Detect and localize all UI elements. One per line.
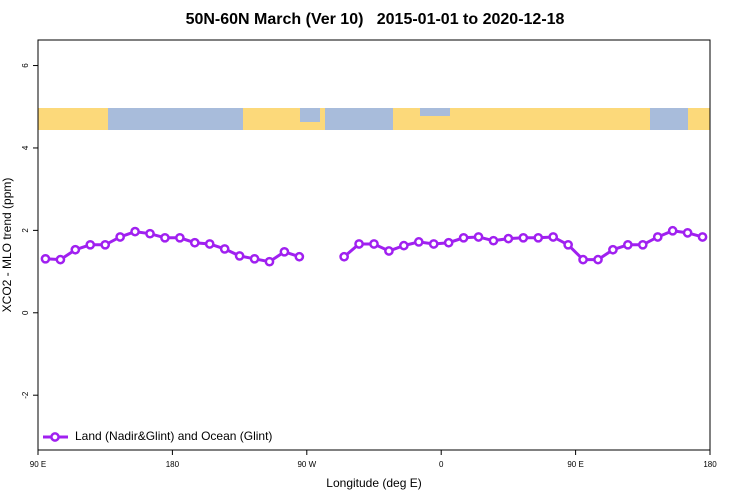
point <box>563 239 573 250</box>
ocean <box>420 108 450 116</box>
x-tick-label: 0 <box>439 460 444 469</box>
point <box>55 254 66 265</box>
y-tick-label: 4 <box>21 145 30 150</box>
point <box>219 244 230 254</box>
point <box>339 251 349 262</box>
point <box>279 246 290 257</box>
y-tick-label: 2 <box>21 228 30 233</box>
point <box>533 232 544 243</box>
point <box>608 244 618 255</box>
point <box>175 232 185 243</box>
point <box>249 253 260 264</box>
point <box>369 239 379 249</box>
point <box>189 237 200 248</box>
point <box>100 239 111 250</box>
legend-label: Land (Nadir&Glint) and Ocean (Glint) <box>75 429 272 443</box>
point <box>518 232 529 243</box>
y-tick-label: 0 <box>21 310 30 315</box>
point <box>399 240 409 251</box>
point <box>264 256 275 267</box>
point <box>354 239 364 249</box>
y-tick-label: -2 <box>21 391 30 399</box>
point <box>40 253 51 264</box>
point <box>458 232 469 243</box>
point <box>85 239 96 250</box>
point <box>682 227 693 238</box>
point <box>637 239 648 250</box>
plot-frame <box>37 39 711 451</box>
point <box>473 232 484 242</box>
point <box>294 251 305 262</box>
x-tick-label: 90 E <box>567 460 583 469</box>
x-tick-label: 90 W <box>297 460 316 469</box>
ocean <box>325 108 393 130</box>
point <box>697 232 708 242</box>
point <box>145 228 155 239</box>
y-axis-label: XCO2 - MLO trend (ppm) <box>0 178 14 313</box>
point <box>593 254 603 265</box>
point <box>548 232 559 242</box>
ocean <box>300 108 320 122</box>
legend-marker <box>50 432 60 442</box>
point <box>384 246 394 256</box>
point <box>623 239 633 250</box>
point <box>115 232 125 242</box>
x-tick-label: 180 <box>703 460 717 469</box>
point <box>578 254 588 265</box>
point <box>667 225 678 236</box>
point <box>428 239 439 249</box>
point <box>70 244 81 255</box>
point <box>488 235 499 246</box>
point <box>160 232 170 243</box>
x-tick-label: 90 E <box>30 460 46 469</box>
point <box>204 239 215 249</box>
point <box>130 226 140 237</box>
x-axis-label: Longitude (deg E) <box>326 476 421 490</box>
map-band <box>38 108 710 130</box>
point <box>413 237 424 247</box>
ocean <box>650 108 688 130</box>
x-tick-label: 180 <box>166 460 180 469</box>
point <box>503 233 514 244</box>
point <box>443 237 454 248</box>
chart-title: 50N-60N March (Ver 10) 2015-01-01 to 202… <box>186 11 565 28</box>
y-tick-label: 6 <box>21 63 30 68</box>
point <box>652 232 663 242</box>
ocean <box>108 108 243 130</box>
point <box>234 251 245 261</box>
